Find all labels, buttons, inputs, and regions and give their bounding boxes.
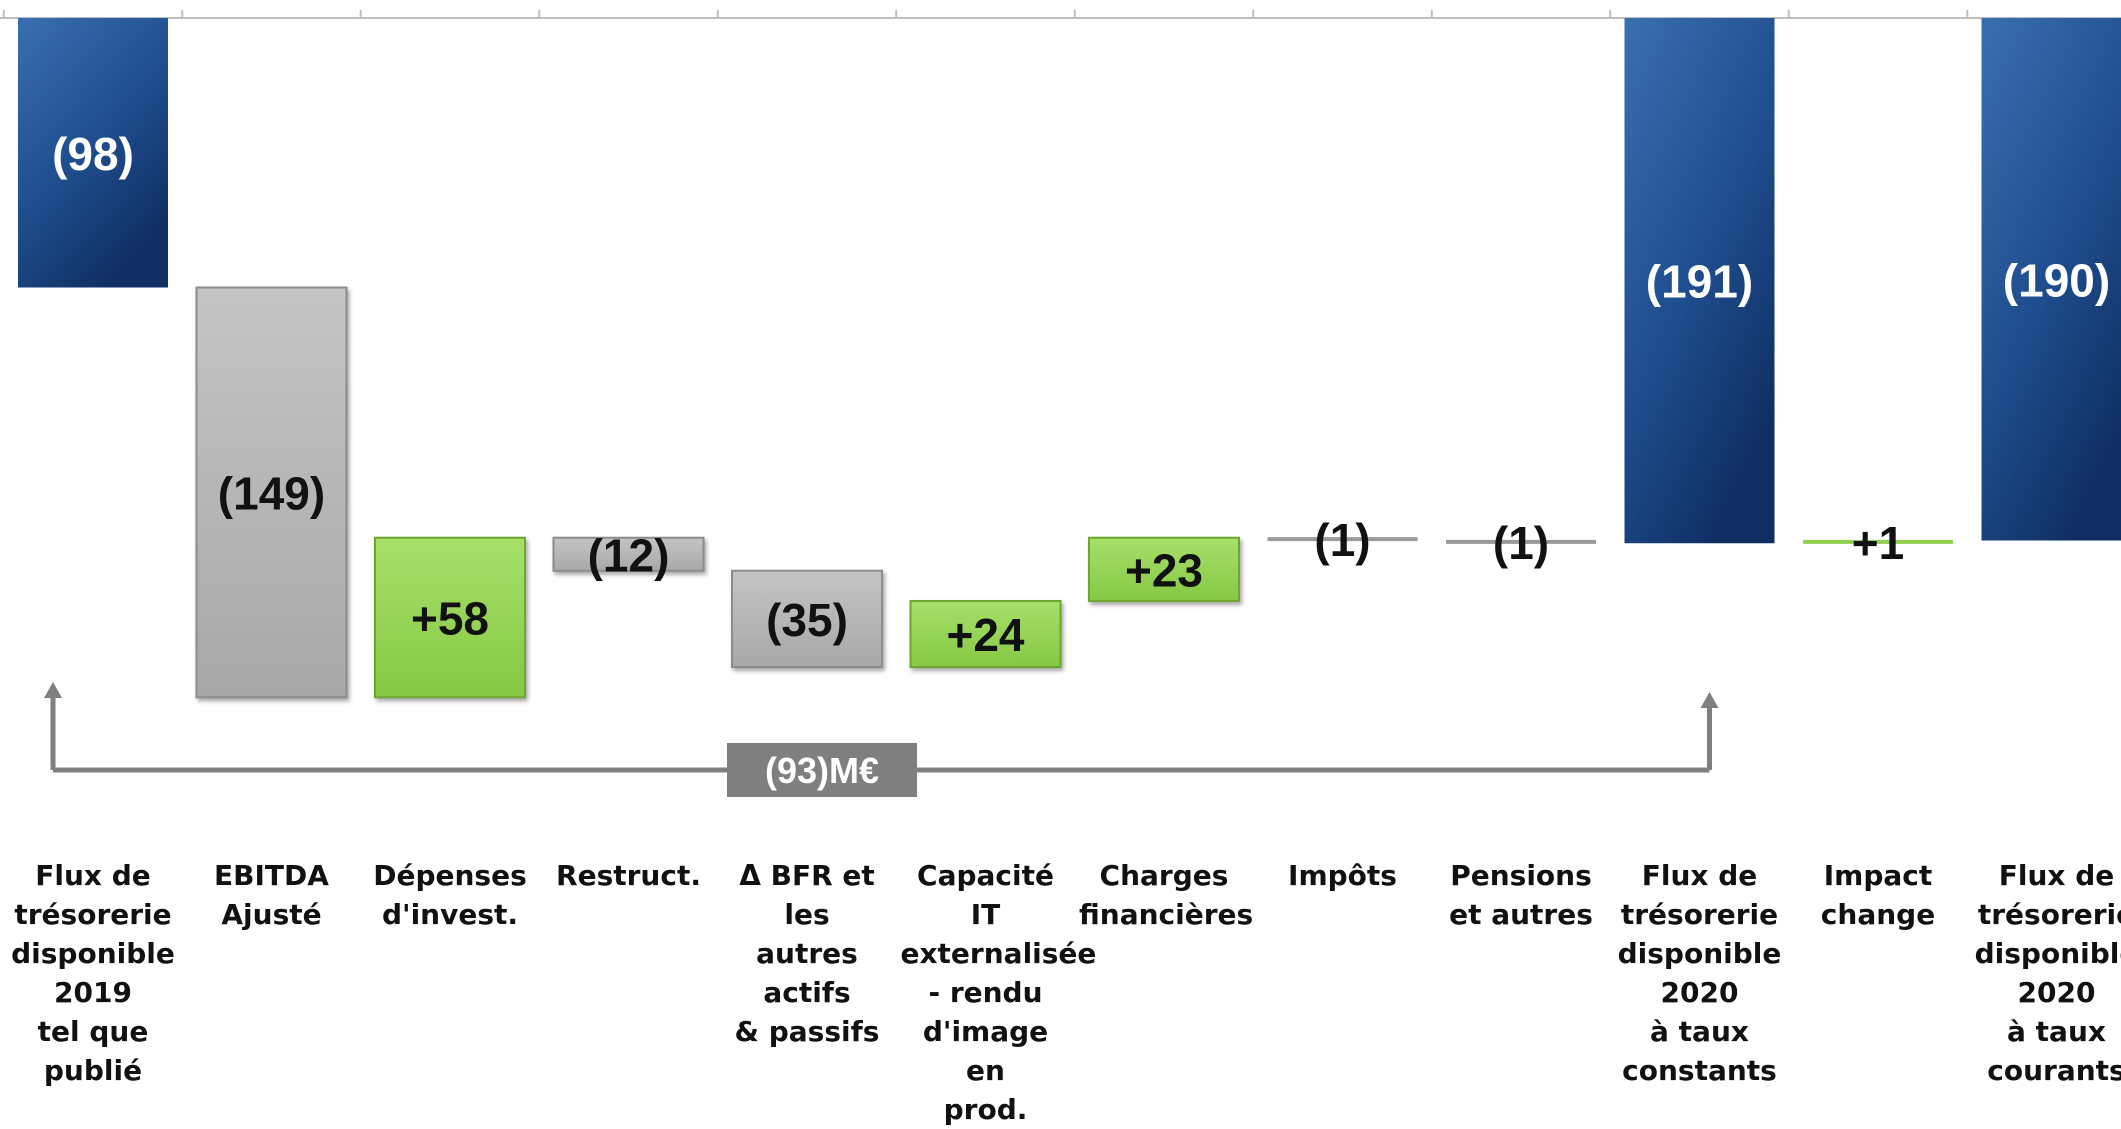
value-label: +1 — [1852, 517, 1904, 569]
category-label: Impôts — [1258, 856, 1428, 895]
value-label: (1) — [1493, 517, 1549, 569]
value-label: (35) — [766, 594, 848, 646]
value-label: (190) — [2003, 254, 2110, 306]
value-label: (1) — [1314, 514, 1370, 566]
category-label: Impact change — [1793, 856, 1963, 934]
category-label: Flux de trésorerie disponible 2020 à tau… — [1972, 856, 2121, 1090]
value-label: +23 — [1125, 544, 1203, 596]
category-label: Δ BFR et les autres actifs & passifs — [722, 856, 892, 1051]
value-label: (149) — [218, 467, 325, 519]
value-label: +58 — [411, 593, 489, 645]
value-label: (191) — [1646, 256, 1753, 308]
annotation-layer: (93)M€ — [44, 682, 1719, 797]
value-label: (12) — [588, 529, 670, 581]
value-label: +24 — [946, 609, 1024, 661]
change-total-label: (93)M€ — [765, 750, 879, 791]
category-label: Flux de trésorerie disponible 2019 tel q… — [8, 856, 178, 1090]
axis-layer — [0, 10, 2121, 18]
category-label: Charges financières — [1079, 856, 1249, 934]
category-label: EBITDA Ajusté — [187, 856, 357, 934]
value-labels-layer: (98) (149) +58 (12) (35) +24 +23 (1) (1) (191) +1 (… — [52, 128, 2110, 661]
value-label: (98) — [52, 128, 134, 180]
arrow-up-icon — [1701, 692, 1719, 708]
category-label: Flux de trésorerie disponible 2020 à tau… — [1615, 856, 1785, 1090]
category-label: Pensions et autres — [1436, 856, 1606, 934]
category-label: Restruct. — [544, 856, 714, 895]
category-label: Dépenses d'invest. — [365, 856, 535, 934]
category-label: Capacité IT externalisée - rendu d'image… — [901, 856, 1071, 1129]
arrow-up-icon — [44, 682, 62, 698]
bars-layer — [18, 18, 2121, 697]
